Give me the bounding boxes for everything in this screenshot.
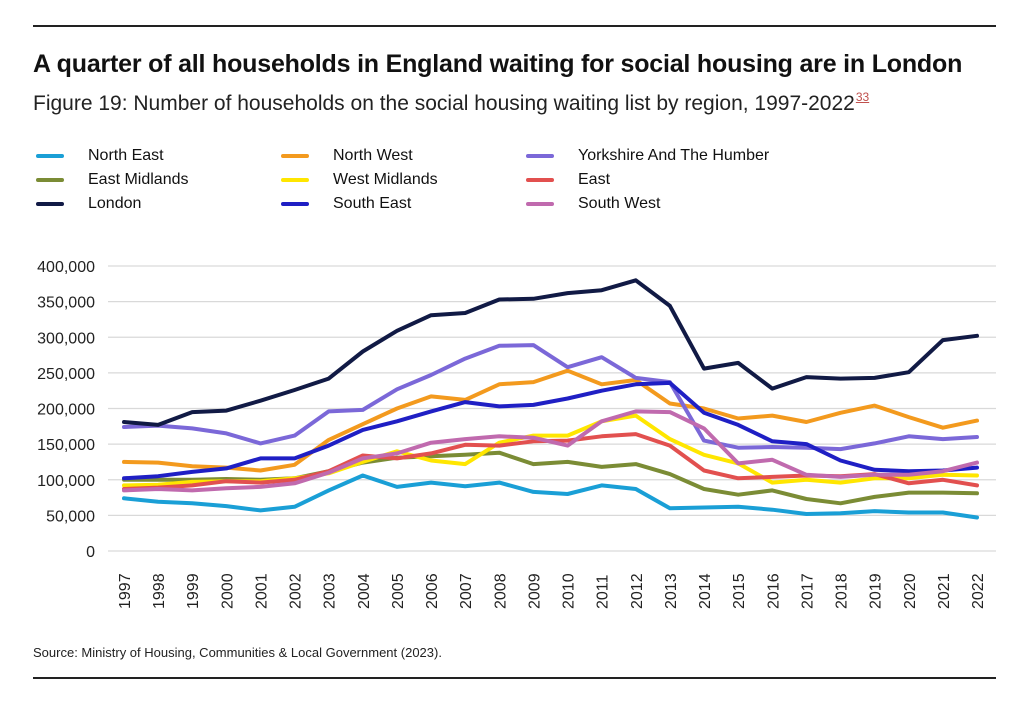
- chart-title: A quarter of all households in England w…: [33, 50, 963, 78]
- x-tick-label: 2005: [390, 573, 407, 609]
- footnote-link[interactable]: 33: [855, 90, 870, 104]
- legend-swatch: [281, 202, 309, 206]
- x-tick-label: 2013: [663, 573, 680, 609]
- series-line-north-west: [122, 368, 979, 473]
- legend-item-yorkshire-and-the-humber: Yorkshire And The Humber: [526, 147, 769, 165]
- legend-swatch: [36, 202, 64, 206]
- top-rule: [33, 25, 996, 27]
- y-tick-label: 300,000: [37, 330, 95, 347]
- x-tick-label: 1999: [185, 573, 202, 609]
- y-tick-label: 350,000: [37, 295, 95, 312]
- legend-item-south-west: South West: [526, 195, 660, 213]
- x-tick-label: 2022: [970, 573, 987, 609]
- subtitle-text: Figure 19: Number of households on the s…: [33, 92, 855, 115]
- legend-item-west-midlands: West Midlands: [281, 171, 438, 189]
- legend-label: London: [88, 195, 142, 212]
- legend-swatch: [36, 154, 64, 158]
- series-line-london: [122, 278, 979, 427]
- y-axis-labels: 0 50,000 100,000 150,000 200,000 250,000 300,0…: [37, 259, 95, 561]
- legend-swatch: [36, 178, 64, 182]
- x-tick-label: 2006: [424, 573, 441, 609]
- x-tick-label: 2004: [356, 573, 373, 609]
- x-tick-label: 2014: [697, 573, 714, 609]
- x-tick-label: 2000: [219, 573, 236, 609]
- series-line-north-east: [122, 473, 979, 520]
- bottom-rule: [33, 677, 996, 679]
- legend-label: Yorkshire And The Humber: [578, 147, 770, 164]
- y-tick-label: 100,000: [37, 473, 95, 490]
- legend-swatch: [281, 178, 309, 182]
- legend-item-north-west: North West: [281, 147, 413, 165]
- y-tick-label: 50,000: [46, 508, 95, 525]
- y-tick-label: 400,000: [37, 259, 95, 276]
- series-line-south-west: [122, 409, 979, 493]
- x-tick-label: 2010: [561, 573, 578, 609]
- legend-label: West Midlands: [333, 171, 438, 188]
- y-tick-label: 0: [86, 544, 95, 561]
- x-tick-label: 2017: [799, 573, 816, 609]
- x-tick-label: 1998: [151, 573, 168, 609]
- x-tick-label: 2020: [902, 573, 919, 609]
- legend-swatch: [526, 202, 554, 206]
- legend-label: North East: [88, 147, 164, 164]
- legend-swatch: [281, 154, 309, 158]
- legend-label: South West: [578, 195, 661, 212]
- y-tick-label: 250,000: [37, 366, 95, 383]
- x-tick-label: 2016: [765, 573, 782, 609]
- legend-item-london: London: [36, 195, 141, 213]
- x-tick-label: 2015: [731, 573, 748, 609]
- legend-item-south-east: South East: [281, 195, 411, 213]
- source-note: Source: Ministry of Housing, Communities…: [33, 645, 442, 660]
- x-tick-label: 2018: [834, 573, 851, 609]
- x-tick-label: 2001: [253, 573, 270, 609]
- legend-swatch: [526, 178, 554, 182]
- x-tick-label: 2007: [458, 573, 475, 609]
- legend-swatch: [526, 154, 554, 158]
- x-tick-label: 1997: [117, 573, 134, 609]
- legend-label: North West: [333, 147, 413, 164]
- x-tick-label: 2008: [492, 573, 509, 609]
- x-tick-label: 2012: [629, 573, 646, 609]
- y-tick-label: 150,000: [37, 437, 95, 454]
- legend-item-east-midlands: East Midlands: [36, 171, 189, 189]
- x-axis-labels: 1997 1998 1999 2000 2001 2002 2003 2004 2005 2006…: [117, 573, 987, 609]
- gridlines: [108, 265, 996, 552]
- legend-label: East Midlands: [88, 171, 189, 188]
- x-tick-label: 2019: [868, 573, 885, 609]
- y-tick-label: 200,000: [37, 402, 95, 419]
- legend-item-north-east: North East: [36, 147, 164, 165]
- legend-item-east: East: [526, 171, 610, 189]
- x-tick-label: 2002: [288, 573, 305, 609]
- legend-label: South East: [333, 195, 412, 212]
- legend-label: East: [578, 171, 611, 188]
- series-lines: [122, 278, 979, 520]
- x-tick-label: 2009: [526, 573, 543, 609]
- x-tick-label: 2003: [322, 573, 339, 609]
- series-line-south-east: [122, 380, 979, 481]
- series-line-yorkshire-and-the-humber: [122, 343, 979, 452]
- x-tick-label: 2011: [595, 574, 612, 609]
- x-tick-label: 2021: [936, 573, 953, 609]
- chart-subtitle: Figure 19: Number of households on the s…: [33, 90, 870, 116]
